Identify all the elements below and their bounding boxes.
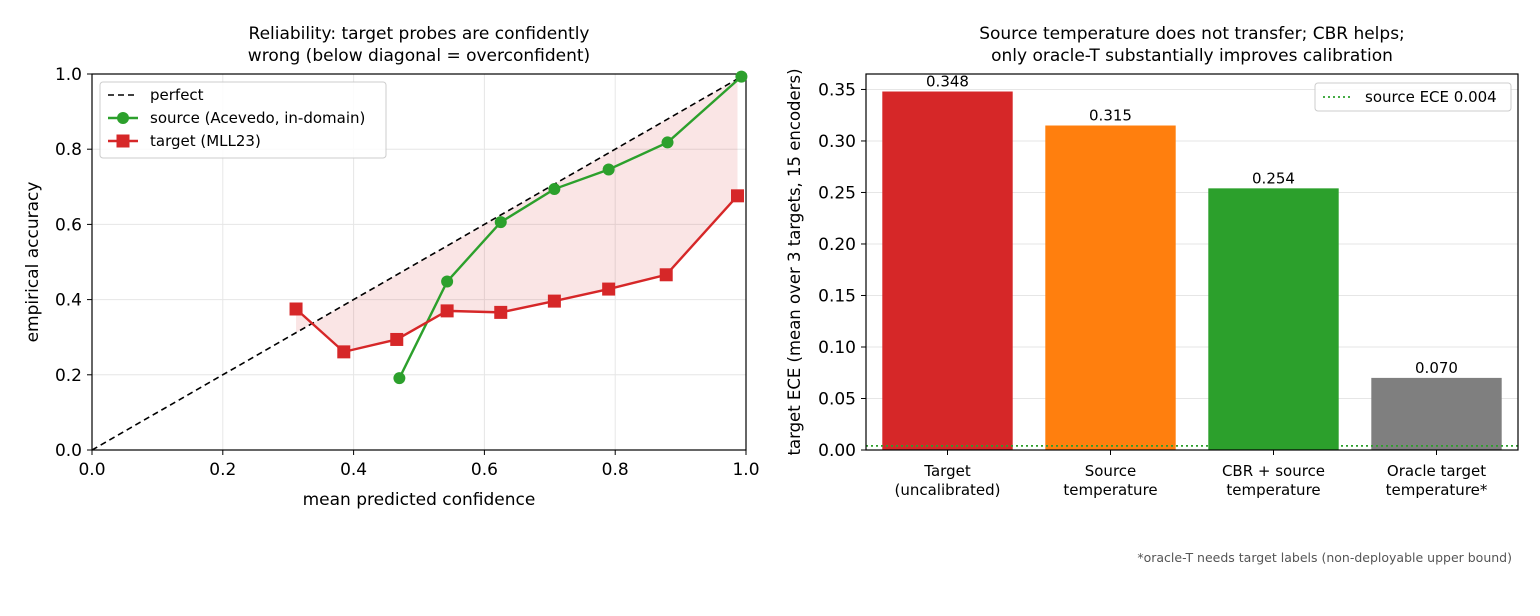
- source-point: [494, 216, 507, 229]
- ece-legend: source ECE 0.004: [1314, 82, 1512, 112]
- bar-value-label: 0.254: [1252, 169, 1295, 187]
- y-tick-label: 0.30: [818, 132, 856, 152]
- bar-value-label: 0.348: [926, 73, 969, 91]
- legend-target-marker: [116, 134, 130, 148]
- y-tick-label: 0.2: [55, 366, 82, 386]
- bar: [1371, 377, 1502, 450]
- bar: [882, 91, 1013, 450]
- ece-ticks: 0.00 0.05 0.10 0.15 0.20 0.25 0.30 0.35 Target (u…: [818, 80, 1488, 499]
- legend-label: perfect: [150, 86, 204, 104]
- y-tick-label: 0.15: [818, 286, 856, 306]
- source-point: [393, 372, 406, 385]
- legend-label: source (Acevedo, in-domain): [150, 109, 365, 127]
- ece-bar-chart: Source temperature does not transfer; CB…: [785, 24, 1519, 499]
- y-tick-label: 0.6: [55, 215, 82, 235]
- target-point: [602, 282, 616, 296]
- x-tick-label-line: CBR + source: [1222, 462, 1325, 480]
- reliability-chart-title: Reliability: target probes are confident…: [248, 24, 590, 66]
- legend-label: source ECE 0.004: [1365, 88, 1497, 106]
- y-tick-label: 0.05: [818, 389, 856, 409]
- y-tick-label: 1.0: [55, 65, 82, 85]
- source-point: [735, 70, 748, 83]
- x-tick-label-line: Target: [923, 462, 971, 480]
- perfect-calibration-line: [92, 74, 746, 450]
- bar-value-label: 0.070: [1415, 359, 1458, 377]
- y-tick-label: 0.35: [818, 80, 856, 100]
- reliability-markers: [289, 70, 748, 385]
- target-point: [337, 345, 351, 359]
- target-point: [390, 332, 404, 346]
- x-tick-label: 0.4: [340, 460, 367, 480]
- x-tick-label: 0.0: [78, 460, 105, 480]
- y-tick-label: 0.0: [55, 441, 82, 461]
- source-point: [602, 163, 615, 176]
- reliability-axes-frame: [91, 73, 747, 451]
- reliability-legend: perfect source (Acevedo, in-domain) target…: [99, 81, 387, 159]
- x-tick-label-line: (uncalibrated): [894, 481, 1000, 499]
- legend-box: [1314, 82, 1512, 112]
- footnote: *oracle-T needs target labels (non-deplo…: [1137, 550, 1512, 565]
- y-tick-label: 0.00: [818, 441, 856, 461]
- x-tick-label: 0.8: [602, 460, 629, 480]
- bar: [1045, 125, 1176, 451]
- x-tick-label: 0.2: [209, 460, 236, 480]
- target-point: [289, 302, 303, 316]
- x-tick-label: 1.0: [732, 460, 759, 480]
- x-tick-label-line: Oracle target: [1387, 462, 1486, 480]
- legend-box: [99, 81, 387, 159]
- y-tick-label: 0.8: [55, 140, 82, 160]
- y-tick-label: 0.25: [818, 183, 856, 203]
- x-tick-label-line: temperature: [1063, 481, 1157, 499]
- target-point: [440, 304, 454, 318]
- target-point: [494, 305, 508, 319]
- x-tick-label: Target (uncalibrated): [894, 462, 1000, 499]
- y-tick-label: 0.4: [55, 291, 82, 311]
- source-point: [661, 136, 674, 149]
- reliability-y-axis-label: empirical accuracy: [23, 182, 43, 343]
- source-point: [548, 183, 561, 196]
- y-tick-label: 0.20: [818, 235, 856, 255]
- source-point: [441, 275, 454, 288]
- target-point: [547, 294, 561, 308]
- target-point: [730, 189, 744, 203]
- bar-value-label: 0.315: [1089, 107, 1132, 125]
- legend-label: target (MLL23): [150, 132, 261, 150]
- ece-bars: 0.348 0.315 0.254 0.070: [882, 73, 1502, 451]
- x-tick-label-line: temperature: [1226, 481, 1320, 499]
- x-tick-label: 0.6: [471, 460, 498, 480]
- bar: [1208, 188, 1339, 450]
- x-tick-label-line: temperature*: [1386, 481, 1488, 499]
- x-tick-label: Oracle target temperature*: [1386, 462, 1488, 499]
- reliability-x-axis-label: mean predicted confidence: [303, 490, 536, 510]
- reliability-ticks: 0.0 0.2 0.4 0.6 0.8 1.0 0.0 0.2 0.4 0.6 0.8 1.0: [55, 65, 760, 480]
- legend-source-marker: [117, 112, 129, 124]
- title-line: only oracle-T substantially improves cal…: [991, 46, 1393, 66]
- target-point: [659, 268, 673, 282]
- x-tick-label-line: Source: [1085, 462, 1137, 480]
- y-tick-label: 0.10: [818, 338, 856, 358]
- title-line: wrong (below diagonal = overconfident): [248, 46, 590, 66]
- ece-axes-frame: [865, 73, 1519, 451]
- x-tick-label: Source temperature: [1063, 462, 1157, 499]
- title-line: Reliability: target probes are confident…: [249, 24, 590, 44]
- ece-y-axis-label: target ECE (mean over 3 targets, 15 enco…: [785, 68, 804, 455]
- reliability-chart: Reliability: target probes are confident…: [23, 24, 760, 510]
- ece-chart-title: Source temperature does not transfer; CB…: [979, 24, 1405, 66]
- title-line: Source temperature does not transfer; CB…: [979, 24, 1405, 44]
- x-tick-label: CBR + source temperature: [1222, 462, 1325, 499]
